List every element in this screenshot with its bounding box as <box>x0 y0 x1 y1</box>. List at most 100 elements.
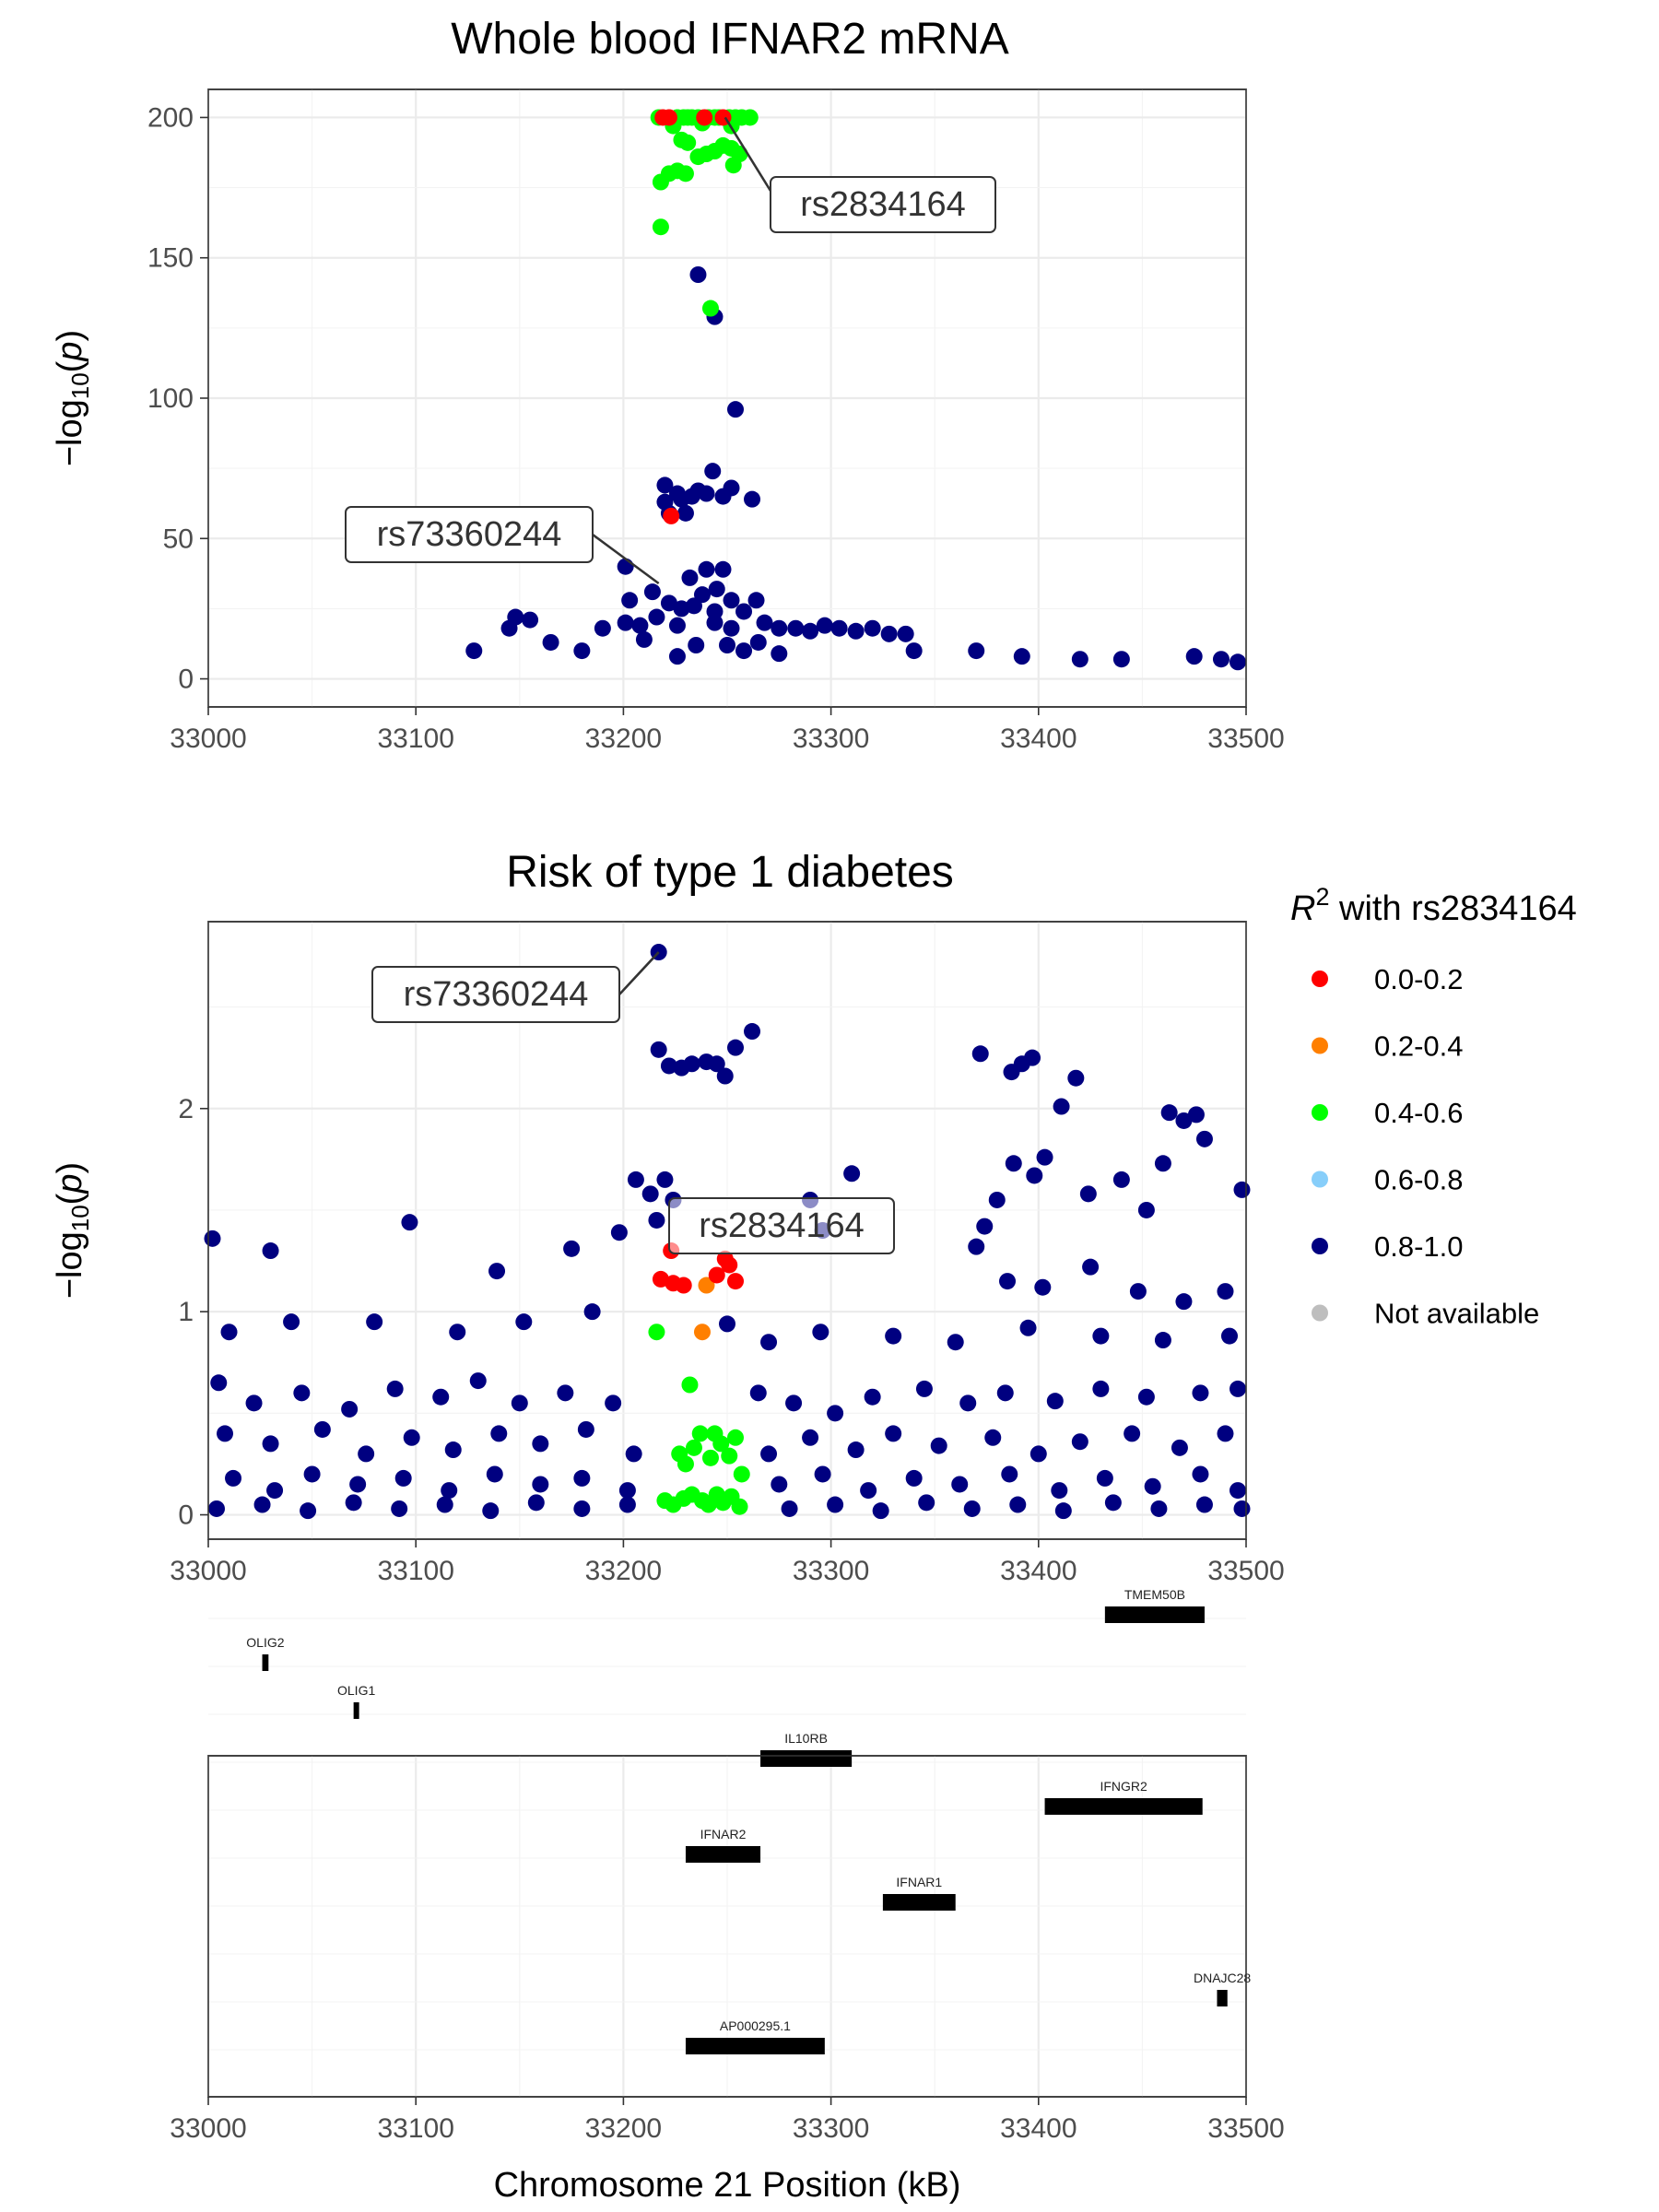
snp-point <box>660 1057 677 1075</box>
snp-point <box>625 1445 642 1463</box>
snp-point <box>701 1449 719 1466</box>
snp-point <box>1171 1439 1188 1456</box>
snp-point <box>872 1502 889 1520</box>
snp-point <box>225 1469 242 1487</box>
snp-point <box>677 1455 694 1473</box>
snp-point <box>1144 1477 1161 1495</box>
snp-point <box>723 619 740 637</box>
snp-point <box>749 633 767 651</box>
legend-label: 0.0-0.2 <box>1374 963 1464 995</box>
snp-point <box>668 617 686 634</box>
snp-point <box>563 1240 581 1257</box>
legend-title: R2 with rs2834164 <box>1290 883 1577 928</box>
snp-point <box>721 1256 738 1274</box>
snp-point <box>293 1384 311 1402</box>
panel-genes: OLIG2 OLIG1 IL10RB IFNAR2 IFNAR1 AP000295.1 TM… <box>170 1587 1284 2205</box>
snp-point <box>951 1476 969 1493</box>
snp-point <box>300 1502 317 1520</box>
x-tick-label: 33400 <box>1000 724 1077 754</box>
snp-point <box>1067 1069 1085 1087</box>
y-tick-label: 1 <box>178 1297 194 1327</box>
snp-point <box>1112 651 1130 668</box>
snp-point <box>847 622 865 640</box>
y-tick-label: 150 <box>147 243 194 274</box>
x-tick-label: 33200 <box>585 2113 662 2144</box>
snp-point <box>727 401 745 418</box>
snp-point <box>968 1238 985 1255</box>
gene-bar <box>353 1702 359 1719</box>
snp-point <box>594 619 611 637</box>
callout-label: rs73360244 <box>404 975 589 1014</box>
snp-point <box>403 1429 420 1446</box>
snp-point <box>1150 1500 1168 1517</box>
snp-point <box>885 1327 902 1345</box>
snp-point <box>760 1445 778 1463</box>
panel-genes-axes: 33000 33100 33200 33300 33400 33500 <box>170 2097 1285 2144</box>
legend-swatch <box>1312 1238 1328 1254</box>
snp-point <box>701 300 719 317</box>
snp-point <box>557 1384 574 1402</box>
snp-point <box>490 1425 508 1442</box>
snp-point <box>1129 1283 1147 1300</box>
snp-point <box>749 1384 767 1402</box>
snp-point <box>721 1447 738 1465</box>
legend-swatch <box>1312 1104 1328 1121</box>
snp-point <box>210 1374 228 1392</box>
snp-point <box>905 1469 923 1487</box>
gene-bar <box>882 1894 956 1911</box>
snp-point <box>1024 1049 1041 1066</box>
snp-point <box>830 619 848 637</box>
gene-bar <box>1217 1990 1228 2006</box>
snp-point <box>358 1445 375 1463</box>
snp-point <box>719 1315 735 1333</box>
legend-title-superscript: 2 <box>1315 883 1329 911</box>
snp-point <box>401 1214 418 1231</box>
gene-bar <box>685 2038 825 2054</box>
legend: R2 with rs2834164 0.0-0.20.2-0.40.4-0.60… <box>1290 883 1577 1330</box>
snp-point <box>984 1429 1002 1446</box>
snp-point <box>827 1496 844 1513</box>
snp-point <box>880 625 898 642</box>
snp-point <box>618 1482 636 1500</box>
snp-point <box>1137 1388 1155 1406</box>
snp-point <box>771 619 788 637</box>
snp-point <box>708 581 725 598</box>
snp-point <box>1082 1258 1100 1276</box>
snp-point <box>976 1218 994 1235</box>
callout-box <box>345 506 594 563</box>
legend-label: 0.4-0.6 <box>1374 1097 1464 1129</box>
snp-point <box>963 1500 981 1517</box>
snp-point <box>1154 1155 1171 1172</box>
callout-leader <box>592 533 660 585</box>
snp-point <box>723 592 740 609</box>
snp-point <box>1013 648 1030 665</box>
snp-point <box>1220 1327 1238 1345</box>
snp-point <box>1034 1278 1052 1296</box>
snp-point <box>1112 1171 1130 1188</box>
snp-point <box>1175 1112 1193 1129</box>
x-tick-label: 33300 <box>793 2113 869 2144</box>
snp-point <box>685 1439 702 1456</box>
snp-point <box>303 1465 321 1483</box>
snp-point <box>1154 1332 1171 1349</box>
snp-point <box>656 477 674 494</box>
snp-point <box>1229 653 1246 671</box>
snp-point <box>1096 1469 1113 1487</box>
callout-box <box>371 966 620 1023</box>
snp-point <box>621 592 639 609</box>
snp-point <box>1217 1425 1234 1442</box>
x-tick-label: 33000 <box>170 724 246 754</box>
gene-bar <box>685 1846 761 1863</box>
snp-point <box>1175 1293 1193 1311</box>
legend-label: 0.6-0.8 <box>1374 1164 1464 1196</box>
snp-point <box>486 1465 503 1483</box>
callout-label: rs2834164 <box>800 185 966 224</box>
snp-point <box>1124 1425 1141 1442</box>
snp-point <box>313 1420 331 1438</box>
snp-point <box>781 1500 798 1517</box>
legend-swatch <box>1312 971 1328 987</box>
snp-point <box>885 1425 902 1442</box>
panel-eqtl-callouts: rs2834164 rs73360244 <box>345 116 996 585</box>
snp-point <box>688 637 705 653</box>
snp-point <box>996 1384 1014 1402</box>
